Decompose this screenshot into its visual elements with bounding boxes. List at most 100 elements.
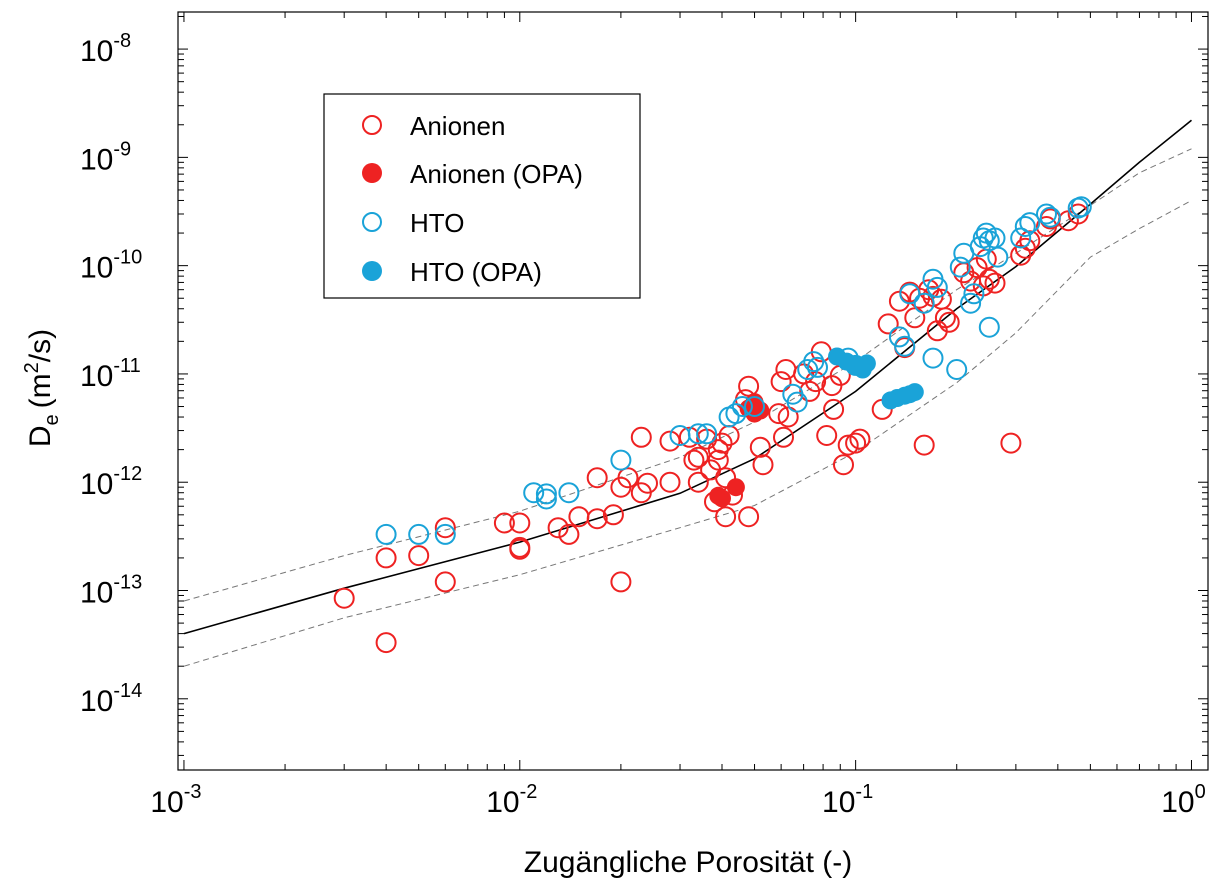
data-point-hto (696, 423, 718, 445)
y-tick-label-base: 10 (80, 143, 113, 176)
x-tick-label-base: 10 (486, 786, 519, 819)
x-axis-label: Zugängliche Porosität (-) (524, 846, 852, 879)
data-point-hto (535, 488, 557, 510)
data-point-hto (786, 391, 808, 413)
y-tick-label-base: 10 (80, 35, 113, 68)
data-point-anionen (637, 472, 658, 494)
legend-marker-anionen (362, 115, 382, 135)
x-tick-label-exponent: -2 (520, 781, 538, 803)
data-point-hto (946, 359, 968, 380)
data-point-anionen (617, 467, 639, 489)
data-point-anionen (408, 545, 430, 567)
data-point-hto (1070, 196, 1092, 218)
y-tick-label-exponent: -10 (113, 247, 142, 269)
data-point-anionen (683, 449, 705, 471)
data-point-anionen (978, 268, 1000, 290)
y-tick-label-exponent: -11 (113, 355, 140, 377)
y-tick-label-base: 10 (80, 360, 113, 393)
data-point-anionen (610, 571, 632, 593)
data-point-hto (807, 356, 828, 378)
y-tick-label-base: 10 (80, 577, 113, 610)
data-point-anionen (934, 307, 956, 329)
data-point-hto (926, 276, 948, 298)
data-point-anionen (752, 454, 774, 476)
y-tick-label-base: 10 (80, 685, 113, 718)
y-tick-label-exponent: -8 (113, 30, 131, 52)
y-axis-label: De (m2/s) (21, 329, 63, 447)
data-point-hto (375, 523, 397, 545)
data-point-anionen (659, 471, 681, 493)
x-tick-label-exponent: -3 (184, 781, 202, 803)
x-tick-label: 100 (1161, 781, 1206, 819)
x-tick-label-exponent: -1 (855, 781, 873, 803)
data-point-anionen (434, 571, 456, 593)
data-point-anionen (715, 506, 737, 528)
x-tick-label-base: 10 (1161, 786, 1194, 819)
data-point-anionen (678, 426, 700, 448)
data-point-hto (558, 482, 580, 504)
data-point-hto (434, 523, 456, 545)
y-tick-label: 10-10 (80, 247, 142, 285)
data-point-anionen (877, 313, 899, 335)
y-axis-label-unit-post: /s) (24, 329, 57, 362)
y-tick-label: 10-13 (80, 572, 142, 610)
data-point-hto (803, 351, 825, 373)
y-tick-label: 10-8 (80, 30, 131, 68)
y-tick-label: 10-12 (80, 463, 142, 501)
legend-marker-hto-opa (362, 261, 382, 281)
data-point-anionen (749, 436, 771, 458)
y-tick-label-exponent: -12 (113, 463, 142, 485)
data-point-hto (960, 292, 982, 314)
data-point-anionen (805, 371, 827, 393)
y-tick-label-exponent: -14 (113, 680, 142, 702)
y-tick-label: 10-14 (80, 680, 142, 718)
data-point-hto (610, 449, 632, 471)
data-point-anionen-opa (726, 478, 745, 497)
data-point-anionen (333, 587, 355, 609)
data-point-hto (408, 523, 430, 545)
legend-marker-anionen-opa (362, 163, 382, 183)
data-point-hto (1019, 212, 1041, 234)
y-axis-label-unit-superscript: 2 (21, 362, 43, 373)
data-point-anionen (711, 432, 733, 454)
data-point-anionen (833, 454, 854, 476)
data-point-anionen (913, 434, 935, 456)
x-tick-label-base: 10 (150, 786, 183, 819)
data-point-anionen (904, 307, 926, 329)
x-tick-label-base: 10 (822, 786, 855, 819)
data-point-anionen (586, 508, 608, 530)
data-point-hto (894, 335, 916, 357)
y-tick-label-base: 10 (80, 252, 113, 285)
y-tick-label: 10-9 (80, 138, 131, 176)
data-point-hto (978, 316, 1000, 338)
data-point-anionen (547, 517, 569, 539)
data-point-anionen (493, 512, 515, 534)
band-lower-line (183, 200, 1192, 667)
data-point-anionen (375, 547, 397, 569)
data-point-anionen (687, 446, 709, 468)
data-point-hto (725, 403, 747, 425)
data-point-hto (731, 396, 753, 417)
legend-label-hto: HTO (410, 208, 464, 238)
data-point-anionen (630, 426, 652, 448)
data-point-anionen (602, 504, 624, 526)
y-axis-label-subscript: e (41, 414, 63, 425)
y-axis-label-unit-pre: (m (24, 373, 57, 408)
legend-label-anionen-opa: Anionen (OPA) (410, 159, 583, 189)
data-point-anionen (845, 432, 867, 454)
plot-content (183, 119, 1193, 667)
data-point-anionen (823, 398, 845, 420)
fit-curve-line (183, 119, 1193, 635)
legend-label-anionen: Anionen (410, 111, 505, 141)
data-point-hto (987, 246, 1009, 268)
data-point-anionen (984, 272, 1006, 294)
data-point-hto (1039, 206, 1061, 228)
data-point-anionen (509, 512, 531, 534)
data-point-hto (922, 347, 944, 369)
data-point-hto (899, 283, 921, 305)
data-point-anionen (687, 471, 709, 493)
data-point-hto (1036, 203, 1057, 225)
data-point-anionen (509, 538, 531, 560)
data-point-hto (949, 256, 971, 278)
